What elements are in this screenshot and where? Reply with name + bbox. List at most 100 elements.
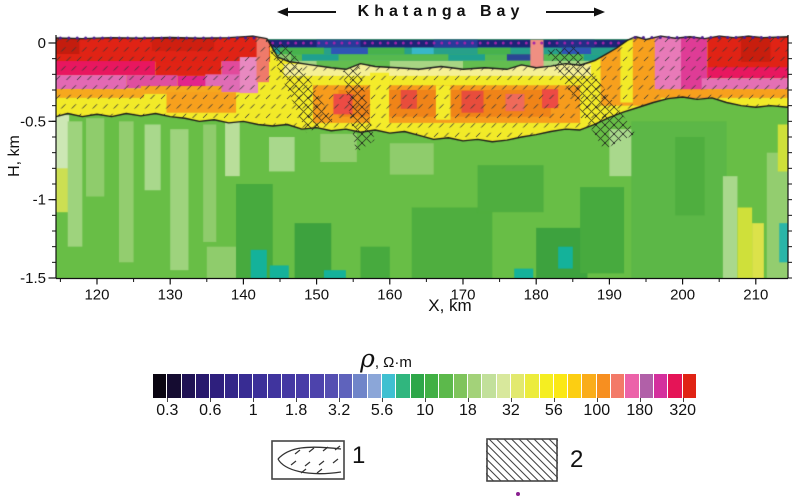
hatch-line xyxy=(533,438,558,464)
colorbar-tick xyxy=(296,398,298,402)
colorbar-cell xyxy=(238,374,253,398)
colorbar-cell xyxy=(553,374,568,398)
colorbar-cell xyxy=(539,374,553,398)
colorbar-units: , Ω·m xyxy=(374,354,412,371)
tick-label: 150 xyxy=(304,287,329,304)
stray-purple-dot xyxy=(516,492,520,496)
right-arrow-icon xyxy=(546,7,605,17)
colorbar-tick xyxy=(382,398,384,402)
legend-item-1-label: 1 xyxy=(352,442,366,469)
tick-label: 200 xyxy=(670,287,695,304)
colorbar-cell xyxy=(210,374,224,398)
colorbar-value-label: 320 xyxy=(669,402,697,419)
tick-label: 180 xyxy=(524,287,549,304)
colorbar-labels: 0.3 0.6 1 1.8 3.2 5.6 10 18 32 56 100 180 320 xyxy=(153,402,697,422)
colorbar-tick xyxy=(339,398,341,402)
colorbar-cell xyxy=(639,374,654,398)
tick-label: 210 xyxy=(743,287,768,304)
colorbar-value-label: 56 xyxy=(544,402,563,419)
colorbar-cell xyxy=(682,374,696,398)
hatch-line xyxy=(488,438,532,482)
y-axis-label: H, km xyxy=(6,135,23,177)
colorbar-cell xyxy=(496,374,510,398)
colorbar-cell xyxy=(324,374,339,398)
tick-label: -1 xyxy=(33,192,46,209)
colorbar-cell xyxy=(467,374,482,398)
tick-label: 120 xyxy=(84,287,109,304)
colorbar-tick xyxy=(553,398,555,402)
x-axis-label: X, km xyxy=(428,296,472,315)
figure-title-row: Khatanga Bay xyxy=(276,0,606,24)
colorbar-value-label: 18 xyxy=(459,402,477,419)
figure-title: Khatanga Bay xyxy=(357,3,525,20)
colorbar-cell xyxy=(296,374,310,398)
colorbar-cell xyxy=(353,374,367,398)
hatch-line xyxy=(503,438,547,482)
hatch-line xyxy=(526,438,558,472)
legend-item-2-label: 2 xyxy=(570,446,584,473)
colorbar-tick xyxy=(425,398,426,402)
colorbar-cell xyxy=(582,374,596,398)
tick-label: -1.5 xyxy=(20,270,46,287)
colorbar-cell xyxy=(367,374,382,398)
colorbar-cell xyxy=(396,374,410,398)
dash-mark xyxy=(294,449,301,455)
colorbar-cell xyxy=(568,374,582,398)
colorbar-tick xyxy=(167,398,169,402)
tick-label: 130 xyxy=(158,287,183,304)
colorbar-cell xyxy=(267,374,281,398)
dash-mark xyxy=(322,446,329,452)
colorbar-cell xyxy=(453,374,467,398)
colorbar-tick xyxy=(510,398,512,402)
colorbar-cell xyxy=(525,374,539,398)
hatch-line xyxy=(541,438,558,457)
colorbar-cell xyxy=(482,374,496,398)
legend-swatch-diagonal-hatch xyxy=(486,438,558,482)
colorbar-cell xyxy=(668,374,682,398)
hatch-line xyxy=(486,457,509,482)
colorbar-cell xyxy=(253,374,267,398)
colorbar-cell xyxy=(167,374,181,398)
hatch-line xyxy=(511,438,554,482)
colorbar-tick xyxy=(682,398,684,402)
colorbar-cell xyxy=(382,374,396,398)
colorbar-cell xyxy=(439,374,453,398)
rho-symbol: ρ xyxy=(360,344,375,373)
hatch-line xyxy=(496,438,539,482)
colorbar-value-label: 1.8 xyxy=(285,402,308,419)
hatch-line xyxy=(518,438,558,479)
colorbar-value-label: 1 xyxy=(248,402,258,419)
colorbar-cell xyxy=(153,374,167,398)
tick-label: 190 xyxy=(597,287,622,304)
dash-mark xyxy=(316,468,323,474)
colorbar-tick xyxy=(210,398,212,402)
colorbar-cell xyxy=(181,374,195,398)
colorbar-cell xyxy=(425,374,439,398)
hatch-line xyxy=(486,450,517,482)
colorbar-value-label: 10 xyxy=(416,402,434,419)
colorbar-value-label: 0.6 xyxy=(199,402,222,419)
colorbar-cell xyxy=(611,374,625,398)
dash-mark xyxy=(308,447,315,453)
dash-mark xyxy=(304,461,311,467)
colorbar-cell xyxy=(195,374,210,398)
hatch-line xyxy=(486,465,502,482)
colorbar-cell xyxy=(281,374,296,398)
hatch-line xyxy=(548,438,558,449)
left-arrow-icon xyxy=(277,7,336,17)
colorbar-value-label: 100 xyxy=(583,402,611,419)
dash-mark xyxy=(332,458,339,464)
dash-mark xyxy=(300,468,307,474)
colorbar-cell xyxy=(510,374,525,398)
colorbar-tick xyxy=(253,398,255,402)
colorbar-tick xyxy=(596,398,598,402)
hatch-line xyxy=(486,442,524,482)
colorbar-title: ρ , Ω·m xyxy=(326,344,446,373)
colorbar-cell xyxy=(625,374,639,398)
tick-label: 140 xyxy=(231,287,256,304)
dash-marks xyxy=(290,445,341,474)
dash-mark xyxy=(334,445,341,451)
colorbar-value-label: 32 xyxy=(501,402,520,419)
colorbar-tick xyxy=(467,398,469,402)
